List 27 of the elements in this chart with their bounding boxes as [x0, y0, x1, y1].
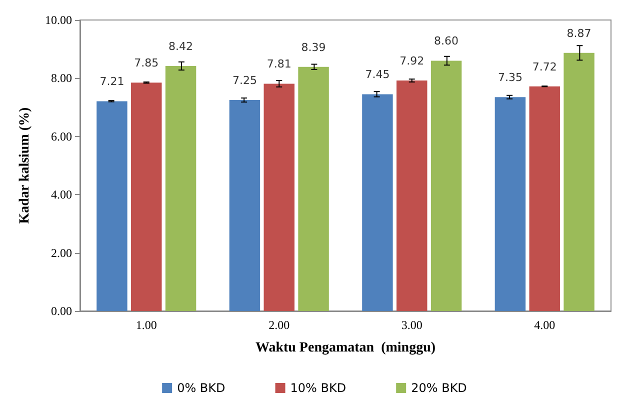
data-label: 7.45: [365, 68, 390, 82]
data-label: 8.39: [301, 40, 326, 54]
y-tick-label: 6.00: [51, 129, 72, 144]
y-tick-label: 0.00: [51, 304, 72, 318]
data-label: 8.42: [168, 40, 194, 53]
y-axis-title: Kadar kalsium (%): [18, 106, 32, 224]
data-label: 7.72: [532, 60, 557, 74]
legend-label: 0% BKD: [177, 381, 226, 395]
y-tick-label: 4.00: [51, 188, 72, 202]
data-label: 7.21: [100, 75, 124, 88]
x-tick-label: 4.00: [534, 318, 556, 332]
legend-label: 20% BKD: [411, 381, 467, 395]
x-axis-title: Waktu Pengamatan (minggu): [255, 340, 436, 356]
x-tick-label: 1.00: [136, 318, 157, 332]
data-label: 7.25: [232, 74, 257, 88]
legend-label: 10% BKD: [290, 381, 346, 395]
y-tick-label: 10.00: [45, 13, 72, 27]
data-label: 8.87: [566, 26, 592, 40]
data-label: 7.85: [134, 56, 159, 70]
data-label: 7.35: [498, 71, 522, 84]
x-tick-label: 2.00: [268, 318, 290, 332]
data-label: 7.92: [400, 54, 424, 68]
y-tick-label: 2.00: [51, 246, 72, 260]
y-tick-label: 8.00: [51, 71, 72, 86]
data-label: 7.81: [266, 58, 292, 71]
x-tick-label: 3.00: [401, 318, 422, 332]
data-label: 8.60: [434, 34, 459, 48]
